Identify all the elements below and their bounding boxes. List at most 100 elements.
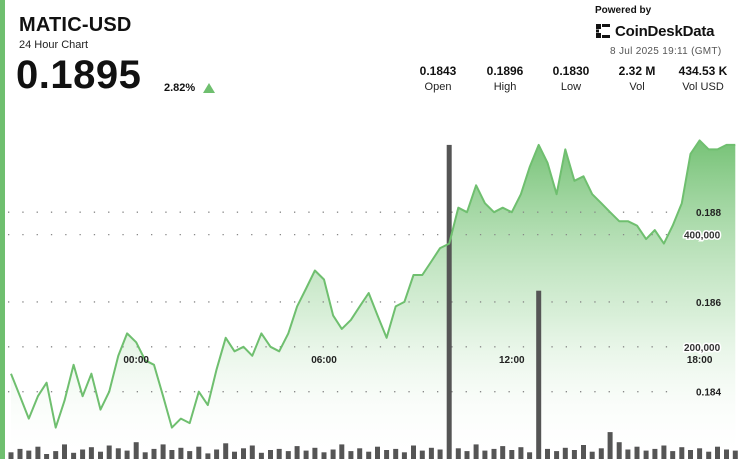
- volume-bar: [133, 442, 139, 459]
- volume-bar: [205, 453, 211, 459]
- volume-bar: [464, 451, 470, 459]
- volume-bar: [312, 447, 318, 459]
- volume-bar: [715, 446, 720, 459]
- x-tick-label: 18:00: [687, 355, 713, 366]
- volume-bar: [384, 450, 390, 459]
- volume-bar: [330, 449, 336, 459]
- volume-bar: [106, 445, 112, 459]
- price-change-percent: 2.82%: [164, 82, 196, 94]
- volume-bar: [80, 449, 86, 459]
- volume-bar: [670, 451, 676, 459]
- volume-bar: [634, 446, 640, 459]
- price-area-layer: [11, 140, 736, 459]
- coindesk-logo-icon: [596, 24, 610, 38]
- volume-bar: [545, 448, 550, 459]
- volume-bar: [652, 448, 658, 459]
- volume-bar: [697, 448, 703, 459]
- volume-bar: [437, 449, 443, 459]
- volume-bar: [276, 448, 282, 459]
- volume-bar: [598, 448, 604, 459]
- volume-bar: [26, 450, 32, 459]
- volume-bar: [196, 446, 202, 459]
- volume-bar: [482, 450, 488, 459]
- volume-bar: [419, 450, 425, 459]
- stat-vol-label: Vol: [629, 81, 645, 93]
- volume-tick-label-halo: 400,000: [684, 231, 721, 242]
- stat-open-label: Open: [424, 81, 452, 93]
- y-tick-label: 0.188: [696, 208, 721, 219]
- volume-bar: [679, 447, 685, 459]
- volume-bar: [554, 451, 560, 459]
- volume-bar: [491, 448, 497, 459]
- volume-bar: [8, 452, 14, 459]
- current-price: 0.1895: [16, 53, 142, 97]
- volume-bar: [616, 442, 622, 459]
- volume-bar: [473, 444, 479, 459]
- volume-bar: [71, 452, 77, 459]
- volume-bar: [455, 448, 461, 459]
- volume-bar: [232, 451, 237, 459]
- volume-bar: [249, 445, 255, 459]
- volume-bar: [53, 451, 59, 459]
- brand: CoinDeskData: [595, 21, 714, 41]
- powered-by-label: Powered by: [595, 5, 652, 16]
- volume-bar: [268, 450, 273, 459]
- volume-bar: [124, 450, 130, 459]
- x-tick-label: 00:00: [123, 355, 149, 366]
- volume-bar: [562, 447, 568, 459]
- stats-bar: 0.1843 Open 0.1896 High 0.1830 Low 2.32 …: [404, 64, 740, 96]
- price-line: [10, 139, 736, 429]
- volume-bar: [366, 451, 372, 459]
- stat-high: 0.1896 High: [471, 64, 539, 93]
- grid-layer: [8, 211, 668, 393]
- accent-bar: [0, 0, 5, 459]
- x-tick-label: 12:00: [499, 355, 525, 366]
- volume-bar: [62, 444, 67, 459]
- volume-bar: [375, 446, 380, 459]
- volume-bar: [536, 290, 542, 459]
- volume-bar: [241, 448, 246, 459]
- volume-bar: [348, 451, 354, 459]
- volume-bar: [142, 452, 148, 459]
- volume-bar: [321, 452, 327, 459]
- stat-low-label: Low: [560, 81, 582, 93]
- volume-bar: [160, 444, 166, 459]
- volume-bar: [518, 447, 524, 459]
- chart-subtitle: 24 Hour Chart: [19, 39, 89, 51]
- volume-bar: [625, 449, 631, 459]
- volume-bar: [706, 451, 712, 459]
- volume-bar: [214, 449, 220, 459]
- volume-bar: [115, 448, 121, 459]
- volume-bar: [294, 446, 300, 459]
- volume-bar: [357, 448, 363, 459]
- stat-open: 0.1843 Open: [404, 64, 472, 93]
- axis-labels-layer: 0.1840.1860.188200,000200,000400,000400,…: [123, 208, 722, 399]
- volume-layer: [8, 144, 738, 459]
- price-area: [11, 140, 736, 459]
- volume-bar: [88, 447, 94, 459]
- volume-bar: [446, 144, 452, 459]
- y-tick-label: 0.184: [696, 388, 721, 399]
- volume-bar: [661, 445, 667, 459]
- stat-vol-usd-label: Vol USD: [682, 81, 724, 93]
- volume-tick-label-halo: 200,000: [684, 343, 721, 354]
- volume-bar: [258, 452, 264, 459]
- volume-tick-label: 200,000: [684, 343, 721, 354]
- up-arrow-icon: [203, 83, 215, 93]
- volume-bar: [98, 451, 103, 459]
- stat-low-value: 0.1830: [552, 64, 590, 78]
- volume-bar: [581, 445, 586, 459]
- price-line-layer: [10, 139, 736, 429]
- brand-name: CoinDeskData: [615, 22, 715, 40]
- pair-title: MATIC-USD: [19, 14, 132, 36]
- timestamp: 8 Jul 2025 19:11 (GMT): [610, 46, 722, 57]
- volume-bar: [169, 450, 175, 459]
- stat-vol-usd: 434.53 K Vol USD: [669, 64, 737, 93]
- volume-bar: [732, 450, 738, 459]
- volume-bar: [303, 450, 309, 459]
- volume-bar: [35, 446, 41, 459]
- volume-bar: [589, 451, 595, 459]
- volume-bar: [393, 448, 399, 459]
- volume-bar: [527, 452, 533, 459]
